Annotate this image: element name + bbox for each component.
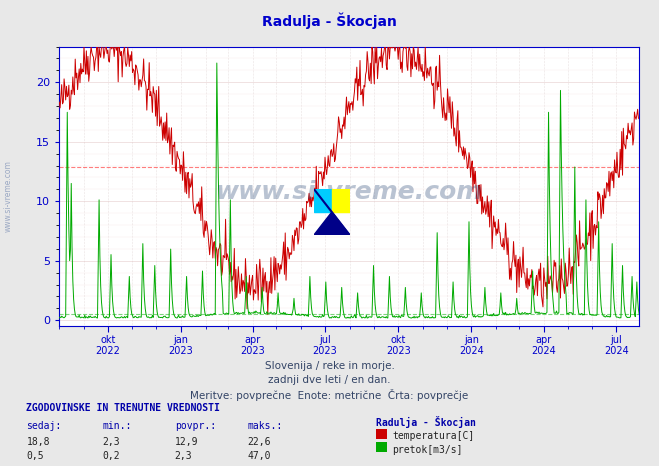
Text: 22,6: 22,6 <box>247 437 271 446</box>
Text: min.:: min.: <box>102 421 132 431</box>
Text: www.si-vreme.com: www.si-vreme.com <box>3 160 13 232</box>
Polygon shape <box>314 212 350 235</box>
Text: Slovenija / reke in morje.: Slovenija / reke in morje. <box>264 361 395 371</box>
Text: maks.:: maks.: <box>247 421 282 431</box>
Polygon shape <box>314 189 332 212</box>
Text: pretok[m3/s]: pretok[m3/s] <box>392 445 463 455</box>
Text: temperatura[C]: temperatura[C] <box>392 431 474 441</box>
Text: zadnji dve leti / en dan.: zadnji dve leti / en dan. <box>268 375 391 385</box>
Text: 2,3: 2,3 <box>102 437 120 446</box>
Text: 0,2: 0,2 <box>102 451 120 460</box>
Text: 2,3: 2,3 <box>175 451 192 460</box>
Text: 47,0: 47,0 <box>247 451 271 460</box>
Polygon shape <box>332 189 350 212</box>
Text: www.si-vreme.com: www.si-vreme.com <box>215 180 483 204</box>
Text: Radulja - Škocjan: Radulja - Škocjan <box>262 13 397 29</box>
Text: 18,8: 18,8 <box>26 437 50 446</box>
Text: ZGODOVINSKE IN TRENUTNE VREDNOSTI: ZGODOVINSKE IN TRENUTNE VREDNOSTI <box>26 403 220 413</box>
Text: 0,5: 0,5 <box>26 451 44 460</box>
Text: 12,9: 12,9 <box>175 437 198 446</box>
Text: sedaj:: sedaj: <box>26 421 61 431</box>
Text: Meritve: povprečne  Enote: metrične  Črta: povprečje: Meritve: povprečne Enote: metrične Črta:… <box>190 389 469 401</box>
Text: povpr.:: povpr.: <box>175 421 215 431</box>
Text: Radulja - Škocjan: Radulja - Škocjan <box>376 416 476 428</box>
